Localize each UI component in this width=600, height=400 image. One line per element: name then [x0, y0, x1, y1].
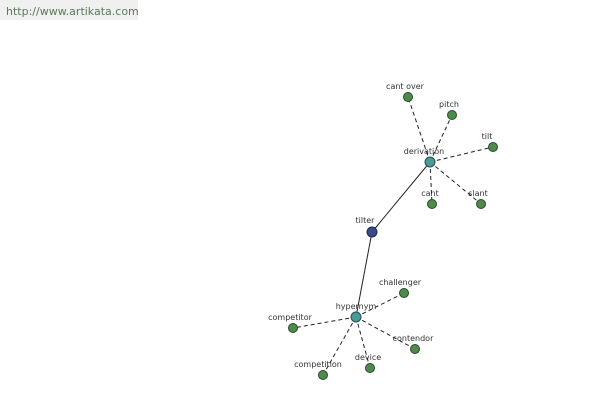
node[interactable] [410, 344, 420, 354]
node[interactable] [350, 311, 362, 323]
node[interactable] [424, 156, 436, 168]
node[interactable] [476, 199, 486, 209]
node[interactable] [447, 110, 457, 120]
edge [355, 316, 416, 350]
edge [355, 231, 373, 318]
node[interactable] [365, 363, 375, 373]
node[interactable] [399, 288, 409, 298]
edge [355, 316, 371, 369]
node[interactable] [427, 199, 437, 209]
node[interactable] [366, 226, 378, 238]
labels: tilter derivation hypernym cant over pit… [268, 82, 492, 369]
edge [429, 146, 494, 163]
node-label: cant [421, 189, 439, 198]
node-label: challenger [379, 278, 422, 287]
node-label: pitch [439, 100, 459, 109]
url-text[interactable]: http://www.artikata.com [6, 5, 139, 18]
node-label: slant [468, 189, 488, 198]
node-label: competitor [268, 313, 312, 322]
node[interactable] [318, 370, 328, 380]
node-label: derivation [404, 147, 444, 156]
edge [371, 161, 431, 233]
node-label: device [355, 353, 381, 362]
edge [292, 316, 357, 329]
node-label: hypernym [336, 302, 377, 311]
node-label: tilt [482, 132, 493, 141]
node-label: contendor [393, 334, 434, 343]
node[interactable] [288, 323, 298, 333]
url-bar [0, 0, 138, 20]
node-label: tilter [356, 216, 376, 225]
node-label: cant over [386, 82, 425, 91]
node[interactable] [488, 142, 498, 152]
nodes [288, 92, 498, 380]
edges [292, 96, 494, 376]
node[interactable] [403, 92, 413, 102]
edge [355, 292, 405, 318]
edge [429, 161, 433, 205]
node-label: competition [294, 360, 342, 369]
edge [407, 96, 431, 163]
edge [429, 114, 453, 163]
